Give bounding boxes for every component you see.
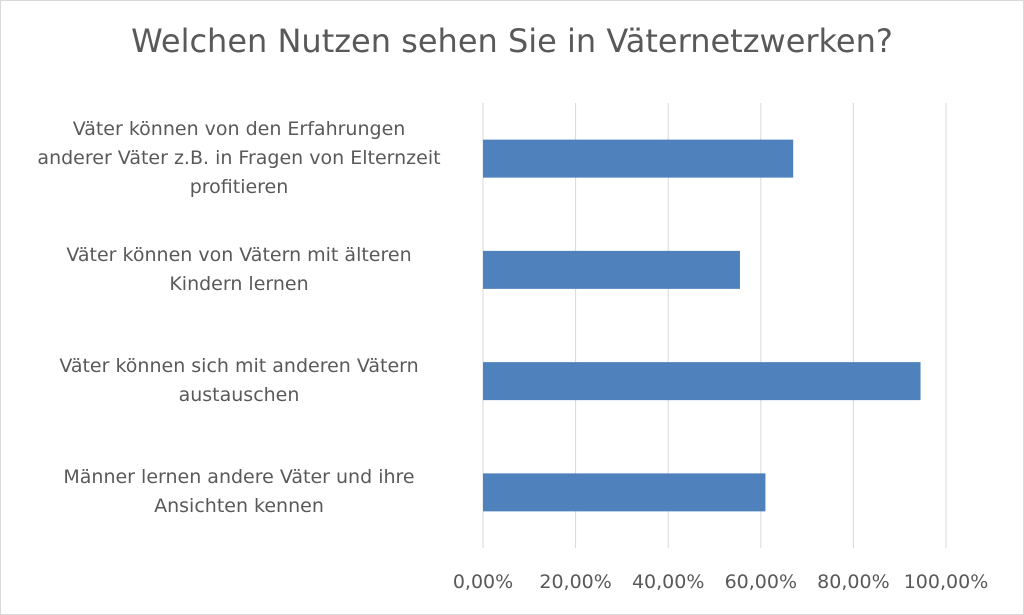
bar bbox=[483, 250, 740, 289]
category-label: Männer lernen andere Väter und ihre Ansi… bbox=[63, 466, 415, 518]
chart-title: Welchen Nutzen sehen Sie in Väternetzwer… bbox=[131, 22, 893, 60]
bar bbox=[483, 139, 794, 178]
x-tick-label: 20,00% bbox=[539, 571, 611, 593]
x-tick-label: 60,00% bbox=[725, 571, 797, 593]
category-label: Väter können sich mit anderen Vätern aus… bbox=[59, 355, 419, 407]
category-label: Väter können von Vätern mit älteren Kind… bbox=[66, 243, 412, 295]
x-tick-label: 100,00% bbox=[904, 571, 989, 593]
x-tick-label: 40,00% bbox=[632, 571, 704, 593]
x-tick-label: 80,00% bbox=[817, 571, 889, 593]
bar bbox=[483, 473, 766, 512]
category-label: Väter können von den Erfahrungen anderer… bbox=[37, 118, 441, 199]
x-tick-label: 0,00% bbox=[453, 571, 513, 593]
bar bbox=[483, 362, 921, 401]
